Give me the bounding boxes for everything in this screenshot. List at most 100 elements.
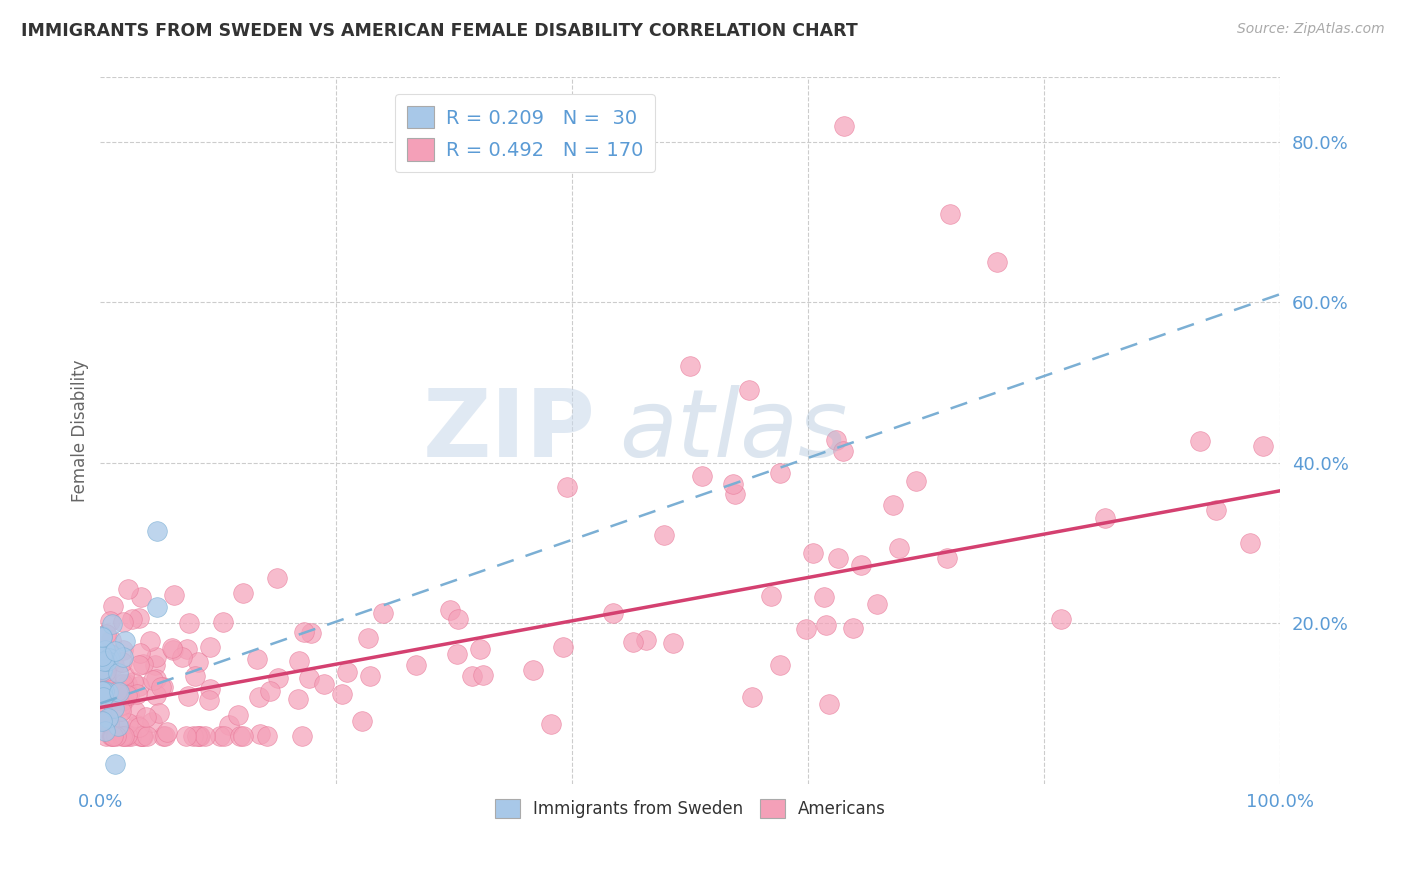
Point (179, 616, 201, 631)
Point (93, 650, 115, 665)
Point (350, 714, 373, 728)
Text: IMMIGRANTS FROM SWEDEN VS AMERICAN FEMALE DISABILITY CORRELATION CHART: IMMIGRANTS FROM SWEDEN VS AMERICAN FEMAL… (21, 22, 858, 40)
Point (120, 729, 142, 743)
Point (229, 729, 252, 743)
Point (97, 657, 120, 671)
Point (832, 119, 855, 133)
Point (97, 651, 120, 665)
Point (555, 480, 578, 494)
Point (110, 699, 132, 714)
Point (135, 729, 157, 743)
Point (114, 680, 136, 694)
Point (96, 697, 118, 711)
Point (176, 642, 198, 657)
Point (111, 615, 134, 630)
Point (96, 658, 118, 673)
Point (330, 687, 353, 701)
Point (522, 663, 544, 677)
Point (93, 723, 115, 738)
Point (634, 633, 657, 648)
Point (105, 729, 128, 743)
Point (96, 665, 118, 679)
Point (128, 658, 150, 673)
Point (183, 668, 205, 682)
Point (97, 711, 120, 725)
Point (145, 650, 167, 665)
Point (1251, 440, 1274, 454)
Point (100, 688, 122, 702)
Point (90, 648, 112, 663)
Point (115, 728, 138, 742)
Text: Source: ZipAtlas.com: Source: ZipAtlas.com (1237, 22, 1385, 37)
Point (540, 717, 562, 731)
Point (156, 725, 179, 739)
Point (314, 677, 336, 691)
Point (292, 625, 315, 640)
Point (553, 640, 575, 655)
Point (100, 729, 122, 743)
Point (602, 606, 624, 620)
Point (188, 729, 211, 743)
Point (247, 690, 270, 704)
Point (336, 665, 359, 680)
Point (904, 474, 927, 488)
Point (724, 487, 747, 501)
Point (1188, 434, 1211, 449)
Point (721, 477, 744, 491)
Point (162, 643, 184, 657)
Point (107, 719, 129, 733)
Point (145, 657, 167, 672)
Point (97, 685, 120, 699)
Point (145, 688, 167, 702)
Point (108, 721, 131, 735)
Point (652, 528, 675, 542)
Point (107, 685, 129, 699)
Point (93, 643, 115, 657)
Point (155, 729, 177, 743)
Point (152, 729, 174, 743)
Point (194, 729, 217, 743)
Point (103, 701, 125, 715)
Point (162, 641, 184, 656)
Point (761, 589, 783, 603)
Point (97, 716, 120, 731)
Point (90, 650, 112, 665)
Point (209, 729, 232, 743)
Point (679, 359, 702, 374)
Point (356, 632, 378, 646)
Point (90, 630, 112, 644)
Point (124, 705, 146, 719)
Point (98, 614, 121, 628)
Point (1049, 612, 1071, 626)
Point (801, 546, 824, 560)
Point (100, 632, 122, 647)
Point (825, 434, 848, 448)
Point (446, 647, 468, 661)
Point (115, 677, 138, 691)
Point (96, 683, 118, 698)
Point (148, 706, 170, 720)
Point (267, 671, 290, 685)
Point (111, 729, 134, 743)
Text: atlas: atlas (620, 385, 848, 476)
Point (98, 648, 121, 662)
Point (212, 729, 235, 743)
Point (814, 618, 837, 632)
Point (125, 687, 148, 701)
Point (298, 671, 321, 685)
Point (114, 729, 136, 743)
Point (887, 541, 910, 556)
Point (112, 676, 135, 690)
Point (110, 704, 132, 718)
Point (90, 714, 112, 728)
Point (177, 689, 200, 703)
Point (118, 688, 141, 702)
Y-axis label: Female Disability: Female Disability (72, 359, 89, 502)
Point (152, 680, 174, 694)
Point (813, 590, 835, 604)
Point (939, 207, 962, 221)
Point (849, 558, 872, 573)
Point (103, 599, 125, 614)
Point (249, 727, 271, 741)
Point (446, 612, 468, 626)
